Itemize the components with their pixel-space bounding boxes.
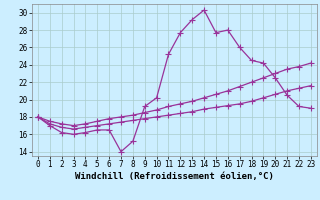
X-axis label: Windchill (Refroidissement éolien,°C): Windchill (Refroidissement éolien,°C)	[75, 172, 274, 181]
